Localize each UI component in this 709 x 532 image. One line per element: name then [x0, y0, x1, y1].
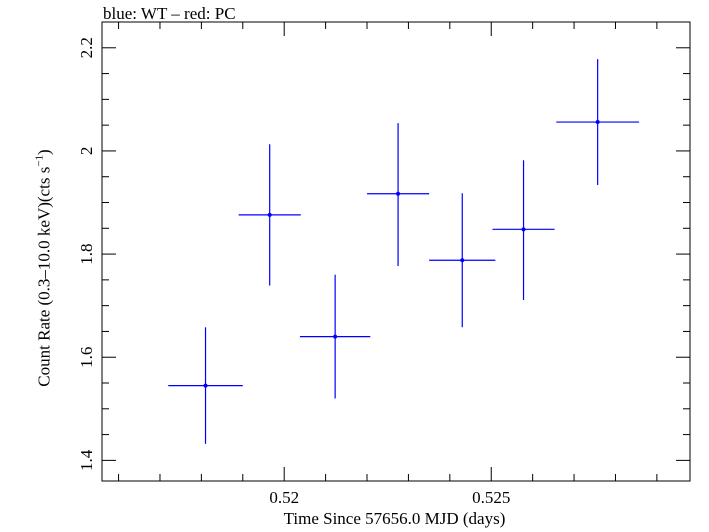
plot-frame: [101, 21, 691, 482]
data-point: [168, 327, 243, 444]
y-axis-label-end: ): [34, 149, 54, 155]
x-tick-label: 0.525: [472, 488, 510, 507]
data-series: [168, 59, 640, 444]
chart-title: blue: WT – red: PC: [103, 4, 236, 23]
point-marker: [333, 334, 338, 339]
data-point: [556, 59, 640, 185]
point-marker: [203, 383, 208, 388]
point-marker: [595, 120, 600, 125]
x-tick-label: 0.52: [269, 488, 299, 507]
point-marker: [460, 258, 465, 263]
x-axis-label: Time Since 57656.0 MJD (days): [283, 509, 506, 528]
y-axis-label-main: Count Rate (0.3–10.0 keV)(cts s: [34, 166, 54, 387]
y-tick-label: 2: [77, 147, 96, 156]
axis-ticks: 0.52 0.525 1.4 1.6 1.8 2 2.2: [77, 21, 690, 507]
point-marker: [396, 191, 401, 196]
y-tick-label: 1.6: [77, 347, 96, 368]
data-point: [299, 274, 371, 399]
y-tick-label: 1.4: [77, 449, 96, 471]
data-point: [492, 160, 555, 300]
point-marker: [521, 227, 526, 232]
data-point: [367, 123, 430, 266]
data-point: [238, 144, 301, 286]
y-tick-label: 1.8: [77, 243, 96, 264]
y-axis-label-exponent: −1: [33, 154, 46, 167]
y-axis-label: Count Rate (0.3–10.0 keV)(cts s−1): [34, 149, 55, 386]
data-point: [429, 193, 496, 328]
point-marker: [267, 212, 272, 217]
y-tick-label: 2.2: [77, 37, 96, 58]
